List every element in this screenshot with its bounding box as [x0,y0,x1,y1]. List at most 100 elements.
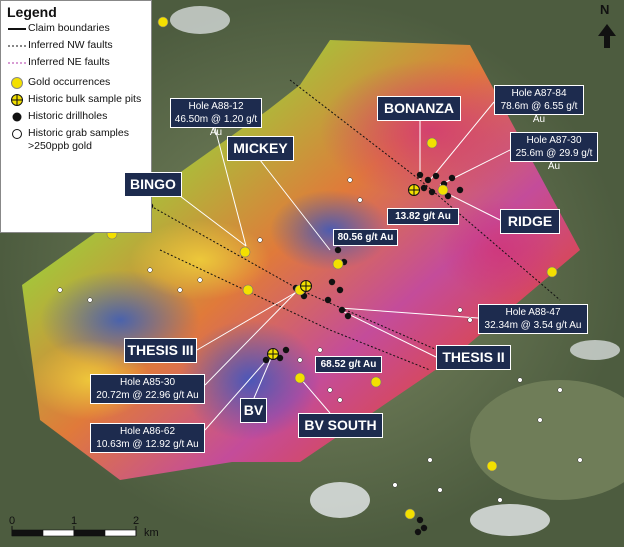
drillhole [444,192,452,200]
leader-line [179,195,247,247]
terrain [470,380,624,500]
scale-segment [11,529,44,537]
legend-symbol [6,76,28,90]
scale-bar: 0 1 2 km [9,515,159,539]
legend-item: Gold occurrences [6,76,151,90]
area-label: THESIS II [436,345,511,370]
legend-label: Gold occurrences [28,76,111,88]
gold-occurrence [546,266,558,278]
callout-detail: 25.6m @ 29.9 g/t Au [515,148,593,172]
legend-item: Inferred NW faults [6,39,151,53]
legend-icon [11,77,23,89]
callout: Hole A88-47 32.34m @ 3.54 g/t Au [478,304,588,334]
scale-segment [104,529,137,537]
north-label: N [600,2,610,17]
area-label: RIDGE [500,209,560,234]
legend-icon [11,94,23,106]
cloud [570,340,620,360]
legend-symbol [6,93,28,107]
grab-sample [467,317,473,323]
leader-line [299,377,331,414]
legend-title: Legend [7,4,57,20]
callout-title: Hole A88-47 [505,307,561,318]
leader-line [339,307,479,319]
drillhole [424,176,432,184]
grab-sample [437,487,443,493]
grab-sample [317,347,323,353]
drillhole [448,174,456,182]
assay-label: 80.56 g/t Au [333,229,398,246]
scale-tick-label: 0 [9,515,15,527]
leader-line [339,309,437,358]
legend-label: Claim boundaries [28,22,110,34]
gold-occurrence [486,460,498,472]
legend-symbol [6,110,28,124]
legend-label: Historic grab samples >250ppb gold [28,127,129,152]
callout-title: Hole A85-30 [119,377,176,388]
grab-sample [357,197,363,203]
gold-occurrence [437,184,449,196]
assay-label: 13.82 g/t Au [387,208,459,225]
callout: Hole A87-84 78.6m @ 6.55 g/t Au [494,85,584,125]
grab-sample [297,357,303,363]
grab-sample [427,457,433,463]
legend-icon [8,28,26,30]
drillhole [416,516,424,524]
leader-line [196,289,301,351]
legend-item: Inferred NE faults [6,56,151,70]
grab-sample [337,397,343,403]
grab-sample [57,287,63,293]
cloud [310,482,370,518]
area-label: BINGO [124,172,182,197]
leader-line [259,159,331,251]
north-arrow [598,24,616,48]
gold-occurrence [239,246,251,258]
gold-occurrence [426,137,438,149]
grab-sample [537,417,543,423]
legend-symbol [6,56,28,70]
assay-label: 68.52 g/t Au [315,356,382,373]
drillhole [262,356,270,364]
legend-icon [12,112,22,122]
legend-items: Claim boundaries Inferred NW faults Inferr… [1,22,151,153]
legend-label: Inferred NE faults [28,56,110,68]
legend-item: Historic bulk sample pits [6,93,151,107]
drillhole [334,246,342,254]
legend: Legend Claim boundaries Inferred NW fault… [0,0,152,233]
gold-occurrence [157,16,169,28]
scale-unit: km [144,527,159,539]
grab-sample [457,307,463,313]
drillhole [428,188,436,196]
gold-occurrence [332,258,344,270]
gold-occurrence [404,508,416,520]
callout: Hole A85-30 20.72m @ 22.96 g/t Au [90,374,205,404]
drillhole [456,186,464,194]
callout-detail: 46.50m @ 1.20 g/t Au [174,114,258,138]
drillhole [414,528,422,536]
callout: Hole A88-12 46.50m @ 1.20 g/t Au [170,98,262,138]
gold-occurrence [294,372,306,384]
grab-sample [177,287,183,293]
drillhole [420,184,428,192]
area-label: BV SOUTH [298,413,383,438]
drillhole [328,278,336,286]
callout-title: Hole A87-84 [511,88,567,99]
grab-sample [392,482,398,488]
scale-tick-label: 1 [71,515,77,527]
grab-sample [497,497,503,503]
fault-line [139,199,461,361]
grab-sample [347,177,353,183]
legend-symbol [6,127,28,141]
cloud [170,6,230,34]
north-arrow-shape [598,24,616,48]
drillhole [282,346,290,354]
grab-sample [197,277,203,283]
cloud [470,504,550,536]
legend-icon [8,45,26,47]
scale-segment [42,529,75,537]
grab-sample [327,387,333,393]
drillhole [344,312,352,320]
drillhole [338,306,346,314]
leader-lines [179,101,511,431]
callout-title: Hole A87-30 [526,135,582,146]
